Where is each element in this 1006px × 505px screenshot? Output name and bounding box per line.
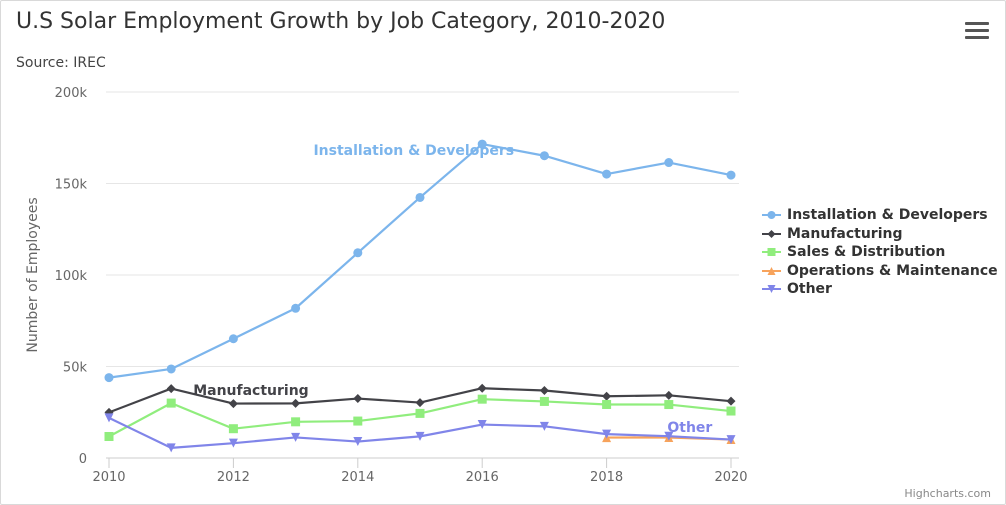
chart-title: U.S Solar Employment Growth by Job Categ… [16, 9, 666, 34]
data-point [477, 383, 487, 393]
data-point [726, 435, 736, 445]
legend-symbol-icon [762, 266, 781, 275]
legend: Installation & Developers Manufacturing Sa… [761, 206, 998, 299]
legend-item[interactable]: Other [761, 280, 998, 299]
series-annotation: Other [667, 420, 712, 436]
data-point [166, 384, 176, 394]
data-point [228, 438, 238, 448]
legend-label: Installation & Developers [787, 207, 988, 223]
hamburger-menu-icon[interactable] [965, 22, 989, 42]
data-point [664, 158, 674, 168]
credits-link[interactable]: Highcharts.com [904, 487, 991, 500]
x-tick-label: 2016 [466, 470, 499, 485]
data-point [664, 400, 674, 410]
data-point [104, 373, 114, 383]
data-point [166, 398, 176, 408]
data-point [539, 386, 549, 396]
legend-label: Sales & Distribution [787, 244, 946, 260]
legend-marker [767, 248, 776, 256]
data-point [664, 431, 674, 441]
data-point [726, 396, 736, 406]
data-point [539, 421, 549, 431]
y-tick-label: 150k [55, 178, 88, 193]
legend-symbol-icon [762, 248, 781, 256]
legend-marker [767, 229, 776, 238]
legend-item[interactable]: Operations & Maintenance [761, 262, 998, 281]
data-point [228, 399, 238, 409]
data-point [477, 420, 487, 430]
data-point [228, 424, 238, 434]
x-tick-label: 2010 [92, 470, 125, 485]
data-point [415, 431, 425, 441]
y-tick-label: 50k [63, 361, 88, 376]
x-tick-label: 2018 [590, 470, 623, 485]
y-axis-label: Number of Employees [25, 197, 41, 352]
data-point [291, 398, 301, 408]
data-point [353, 416, 363, 426]
data-point [291, 432, 301, 442]
legend-label: Other [787, 281, 832, 297]
data-point [539, 151, 549, 161]
data-point [415, 408, 425, 418]
data-point [726, 170, 736, 180]
series-annotation: Manufacturing [193, 383, 309, 399]
data-point [104, 413, 114, 423]
legend-symbol-icon [762, 229, 781, 238]
y-tick-label: 100k [55, 269, 88, 284]
menu-bar [965, 36, 989, 39]
legend-item[interactable]: Manufacturing [761, 225, 998, 244]
menu-bar [965, 22, 989, 25]
data-point [602, 391, 612, 401]
data-point [602, 169, 612, 179]
data-point [353, 394, 363, 404]
data-point [539, 396, 549, 406]
legend-item[interactable]: Installation & Developers [761, 206, 998, 225]
legend-marker [767, 266, 776, 275]
data-point [602, 429, 612, 439]
x-tick-label: 2020 [714, 470, 747, 485]
legend-symbol-icon [762, 211, 781, 219]
x-tick-label: 2012 [217, 470, 250, 485]
legend-marker [767, 211, 776, 219]
data-point [353, 248, 363, 258]
data-point [353, 437, 363, 447]
y-tick-label: 200k [55, 86, 88, 101]
data-point [726, 406, 736, 416]
chart-subtitle: Source: IREC [16, 55, 106, 71]
data-point [477, 394, 487, 404]
data-point [415, 398, 425, 408]
data-point [664, 390, 674, 400]
legend-symbol-icon [762, 285, 781, 293]
data-point [166, 364, 176, 374]
data-point [291, 303, 301, 313]
data-point [602, 399, 612, 409]
x-tick-label: 2014 [341, 470, 374, 485]
data-point [228, 334, 238, 344]
data-point [477, 139, 487, 149]
legend-label: Manufacturing [787, 225, 903, 242]
data-point [104, 432, 114, 442]
series-line [108, 142, 732, 379]
data-point [166, 443, 176, 453]
data-point [291, 417, 301, 427]
legend-item[interactable]: Sales & Distribution [761, 243, 998, 262]
data-point [415, 192, 425, 202]
menu-bar [965, 29, 989, 32]
legend-marker [767, 285, 776, 293]
y-tick-label: 0 [79, 452, 87, 467]
series-annotation: Installation & Developers [313, 143, 514, 159]
legend-label: Operations & Maintenance [787, 262, 998, 279]
